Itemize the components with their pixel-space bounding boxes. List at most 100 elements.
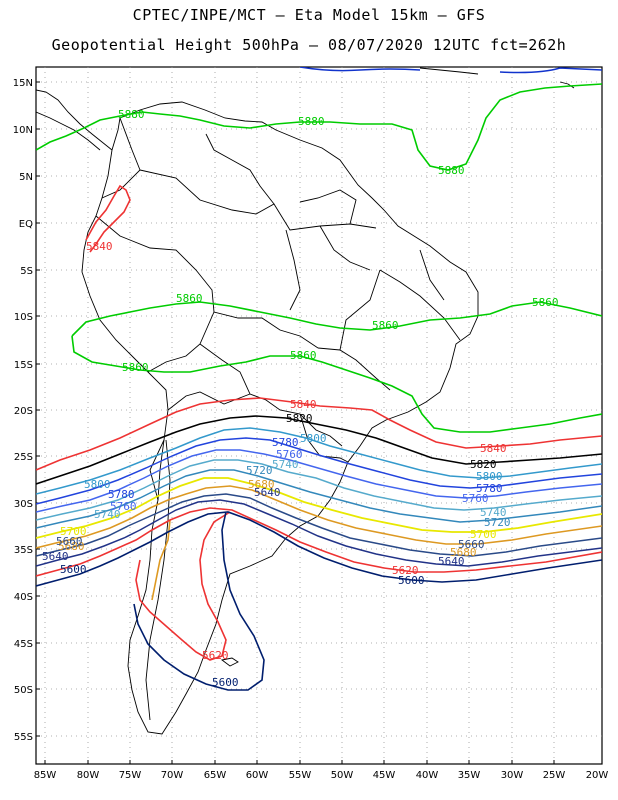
lat-label: 10N [13, 125, 33, 136]
contour-label: 5840 [86, 240, 113, 253]
country-borders [285, 225, 371, 311]
central-america-coastline [36, 111, 101, 151]
country-borders [145, 439, 171, 721]
lon-label: 40W [416, 770, 439, 781]
lon-label: 85W [34, 770, 57, 781]
lat-label: 50S [14, 685, 33, 696]
contour-label: 5760 [110, 500, 137, 513]
caribbean-islands [419, 67, 479, 75]
lat-label: 35S [14, 545, 33, 556]
contour-label: 5820 [470, 458, 497, 471]
lat-label: 20S [14, 406, 33, 417]
contour-line-5800 [36, 427, 602, 495]
country-borders [205, 133, 275, 205]
map-title-line-1: CPTEC/INPE/MCT – Eta Model 15km – GFS [132, 6, 486, 24]
contour-line-5720 [36, 469, 602, 529]
lon-label: 25W [543, 770, 566, 781]
country-borders [167, 391, 251, 411]
contour-label: 5880 [118, 108, 145, 121]
contour-label: 5860 [372, 319, 399, 332]
contour-line-5880 [36, 83, 602, 171]
contour-label: 5740 [272, 458, 299, 471]
contour-label: 5800 [300, 432, 327, 445]
contour-label: 5820 [286, 412, 313, 425]
contour-label: 5760 [276, 448, 303, 461]
lat-label: 45S [14, 639, 33, 650]
south-america-coastline [81, 101, 479, 735]
lat-label: 15S [14, 360, 33, 371]
lon-label: 30W [501, 770, 524, 781]
contour-line-5860 [71, 301, 602, 337]
contour-line-5600 [36, 511, 602, 691]
contour-label: 5880 [298, 115, 325, 128]
contour-label: 5640 [438, 555, 465, 568]
contour-label: 5800 [84, 478, 111, 491]
contour-label: 5600 [398, 574, 425, 587]
contour-line-5780 [36, 437, 602, 505]
contour-line-5680 [36, 485, 602, 601]
longitude-labels: 85W 80W 75W 70W 65W 60W 55W 50W 45W 40W … [34, 770, 609, 781]
contour-labels: 5880 5880 5880 5840 5860 5860 5860 5860 … [42, 108, 559, 689]
contour-label: 5840 [290, 398, 317, 411]
contour-label: 5760 [462, 492, 489, 505]
map-title-line-2: Geopotential Height 500hPa – 08/07/2020 … [51, 36, 567, 54]
contour-label: 5600 [212, 676, 239, 689]
contour-label: 5660 [56, 535, 83, 548]
country-borders [147, 311, 215, 373]
contour-label: 5860 [176, 292, 203, 305]
contour-label: 5660 [458, 538, 485, 551]
contour-label: 5880 [438, 164, 465, 177]
contour-label: 5780 [476, 482, 503, 495]
falkland-islands [220, 657, 239, 667]
lat-label: 5N [19, 172, 33, 183]
lon-label: 55W [289, 770, 312, 781]
central-america-coastline [36, 89, 113, 151]
contour-label: 5780 [108, 488, 135, 501]
contour-label: 5700 [60, 525, 87, 538]
lat-label: 15N [13, 78, 33, 89]
contour-label: 5740 [480, 506, 507, 519]
lon-label: 80W [77, 770, 100, 781]
contour-label: 5860 [290, 349, 317, 362]
country-borders [199, 343, 343, 447]
contour-label: 5620 [202, 649, 229, 662]
contour-label: 5800 [476, 470, 503, 483]
contour-label: 5720 [246, 464, 273, 477]
contour-line-top [299, 67, 602, 74]
contour-line-5660 [36, 493, 602, 557]
lat-label: 55S [14, 732, 33, 743]
lon-label: 75W [119, 770, 142, 781]
contour-line-5820 [36, 415, 602, 485]
contour-label: 5720 [484, 516, 511, 529]
contour-line-5700 [36, 477, 602, 539]
lon-label: 60W [246, 770, 269, 781]
latitude-labels: 15N 10N 5N EQ 5S 10S 15S 20S 25S 30S 35S… [13, 78, 33, 743]
contour-line-5620 [36, 507, 602, 661]
contour-line-5640 [36, 499, 602, 567]
lat-label: 25S [14, 452, 33, 463]
lon-label: 50W [331, 770, 354, 781]
contour-label: 5780 [272, 436, 299, 449]
lon-label: 35W [458, 770, 481, 781]
contour-label: 5600 [60, 563, 87, 576]
contour-label: 5620 [392, 564, 419, 577]
contour-label: 5640 [42, 550, 69, 563]
contour-line-5740 [36, 459, 602, 521]
coastlines-and-borders [36, 67, 575, 735]
lon-label: 70W [161, 770, 184, 781]
contour-label: 5680 [58, 540, 85, 553]
contour-label: 5680 [248, 478, 275, 491]
contour-line-5840-equatorial [85, 184, 131, 253]
contour-label: 5840 [480, 442, 507, 455]
contour-line-5760 [36, 449, 602, 513]
contour-label: 5680 [450, 546, 477, 559]
map-frame [35, 66, 603, 765]
contour-label: 5740 [94, 508, 121, 521]
lat-label: 5S [20, 266, 33, 277]
lat-label: 40S [14, 592, 33, 603]
contour-label: 5860 [122, 361, 149, 374]
country-borders [379, 249, 461, 341]
contour-line-5840 [36, 397, 602, 471]
lat-label: EQ [19, 219, 33, 230]
